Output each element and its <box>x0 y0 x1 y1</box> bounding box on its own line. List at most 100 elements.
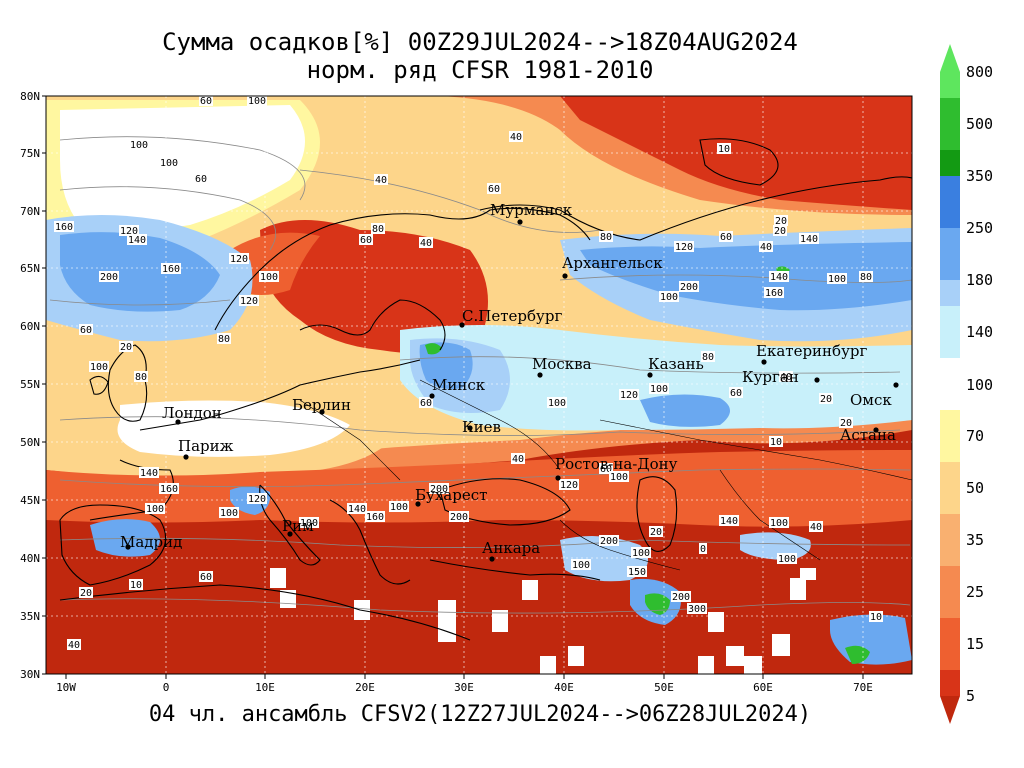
contour-label-bg <box>509 131 523 142</box>
city-dot <box>415 501 421 507</box>
contour-label-bg <box>717 143 731 154</box>
contour-label-bg <box>571 559 591 570</box>
city-label: Мурманск <box>490 201 573 219</box>
map-frame <box>45 95 913 675</box>
city-dot <box>287 531 293 537</box>
contour-label-bg <box>599 231 613 242</box>
contour-label-bg <box>239 295 259 306</box>
contour-label: 120 <box>620 390 638 401</box>
contour-label: 40 <box>780 372 792 383</box>
contour-label: 200 <box>100 272 118 283</box>
contour-label-bg <box>719 231 733 242</box>
contour-label-bg <box>701 351 715 362</box>
contour-label: 60 <box>730 388 742 399</box>
colorbar: 800 500 350 250 180 140 100 70 50 35 25 15 5 <box>940 44 993 724</box>
city-label: С.Петербург <box>462 307 562 325</box>
colorbar-label: 70 <box>966 427 984 445</box>
colorbar-segment <box>940 150 960 176</box>
city-dot <box>517 219 523 225</box>
contour-label-bg <box>809 521 823 532</box>
contour-label-bg <box>429 483 449 494</box>
contour-label: 100 <box>160 158 178 169</box>
contour-label: 20 <box>120 342 132 353</box>
colorbar-segment <box>940 566 960 618</box>
field-baltic-extreme <box>425 343 442 355</box>
field-atlantic-wetter <box>60 232 220 312</box>
contour-label-bg <box>827 273 847 284</box>
contour-label: 200 <box>672 592 690 603</box>
city-label: Казань <box>648 355 704 373</box>
city-dot <box>489 556 495 562</box>
colorbar-segment <box>940 72 960 98</box>
city-dot <box>459 322 465 328</box>
field-europe-norm <box>117 400 350 457</box>
city-label: Архангельск <box>562 254 663 272</box>
contour-label-bg <box>119 341 133 352</box>
contour-label: 120 <box>675 242 693 253</box>
contour-label: 60 <box>488 184 500 195</box>
contour-label: 140 <box>348 504 366 515</box>
contour-label: 20 <box>820 394 832 405</box>
city-label: Мадрид <box>120 533 182 551</box>
contour-label: 20 <box>775 216 787 227</box>
contour-label-bg <box>729 387 743 398</box>
lat-label: 30N <box>20 668 40 681</box>
contour-label-bg <box>419 237 433 248</box>
colorbar-segment <box>940 462 960 514</box>
contour-label: 80 <box>372 224 384 235</box>
contour-label: 40 <box>68 640 80 651</box>
city-dot <box>175 419 181 425</box>
contour-label-bg <box>769 271 789 282</box>
city-label: Екатеринбург <box>756 342 867 360</box>
colorbar-label: 800 <box>966 63 993 81</box>
contour-label-bg <box>194 173 208 184</box>
lon-label: 40E <box>554 681 574 694</box>
contour-label: 40 <box>760 242 772 253</box>
contour-label: 60 <box>200 96 212 107</box>
lat-label: 80N <box>20 90 40 103</box>
contour-label-bg <box>129 579 143 590</box>
lat-label: 35N <box>20 610 40 623</box>
colorbar-label: 250 <box>966 219 993 237</box>
contour-label: 100 <box>548 398 566 409</box>
contour-label: 140 <box>720 516 738 527</box>
lat-label: 55N <box>20 378 40 391</box>
contour-label: 100 <box>610 472 628 483</box>
contour-label: 20 <box>80 588 92 599</box>
city-dot <box>761 359 767 365</box>
contour-label: 0 <box>700 544 706 555</box>
contour-label: 120 <box>560 480 578 491</box>
contour-label-bg <box>89 361 109 372</box>
contour-label: 100 <box>572 560 590 571</box>
contour-label-bg <box>769 436 783 447</box>
contour-label: 140 <box>800 234 818 245</box>
contour-label-bg <box>127 234 147 245</box>
colorbar-label: 180 <box>966 271 993 289</box>
contour-label: 140 <box>770 272 788 283</box>
contour-label: 80 <box>218 334 230 345</box>
contour-label-bg <box>217 333 231 344</box>
lon-label: 0 <box>163 681 170 694</box>
colorbar-segment <box>940 228 960 280</box>
contour-label-bg <box>487 183 501 194</box>
city-dot <box>873 427 879 433</box>
contour-label-bg <box>67 639 81 650</box>
contour-label-bg <box>759 241 773 252</box>
contour-label-bg <box>619 389 639 400</box>
city-label: Ростов-на-Дону <box>555 455 678 473</box>
contour-label: 40 <box>420 238 432 249</box>
lat-label: 65N <box>20 262 40 275</box>
contour-label-bg <box>779 371 793 382</box>
contour-label: 40 <box>375 175 387 186</box>
contour-label-bg <box>247 493 267 504</box>
contour-label-bg <box>859 271 873 282</box>
city-label: Астана <box>840 426 896 444</box>
contour-label-bg <box>389 501 409 512</box>
lat-label: 75N <box>20 147 40 160</box>
city-dot <box>125 544 131 550</box>
contour-label-bg <box>199 96 213 106</box>
field-central-wet <box>400 325 912 431</box>
contour-label: 60 <box>600 464 612 475</box>
